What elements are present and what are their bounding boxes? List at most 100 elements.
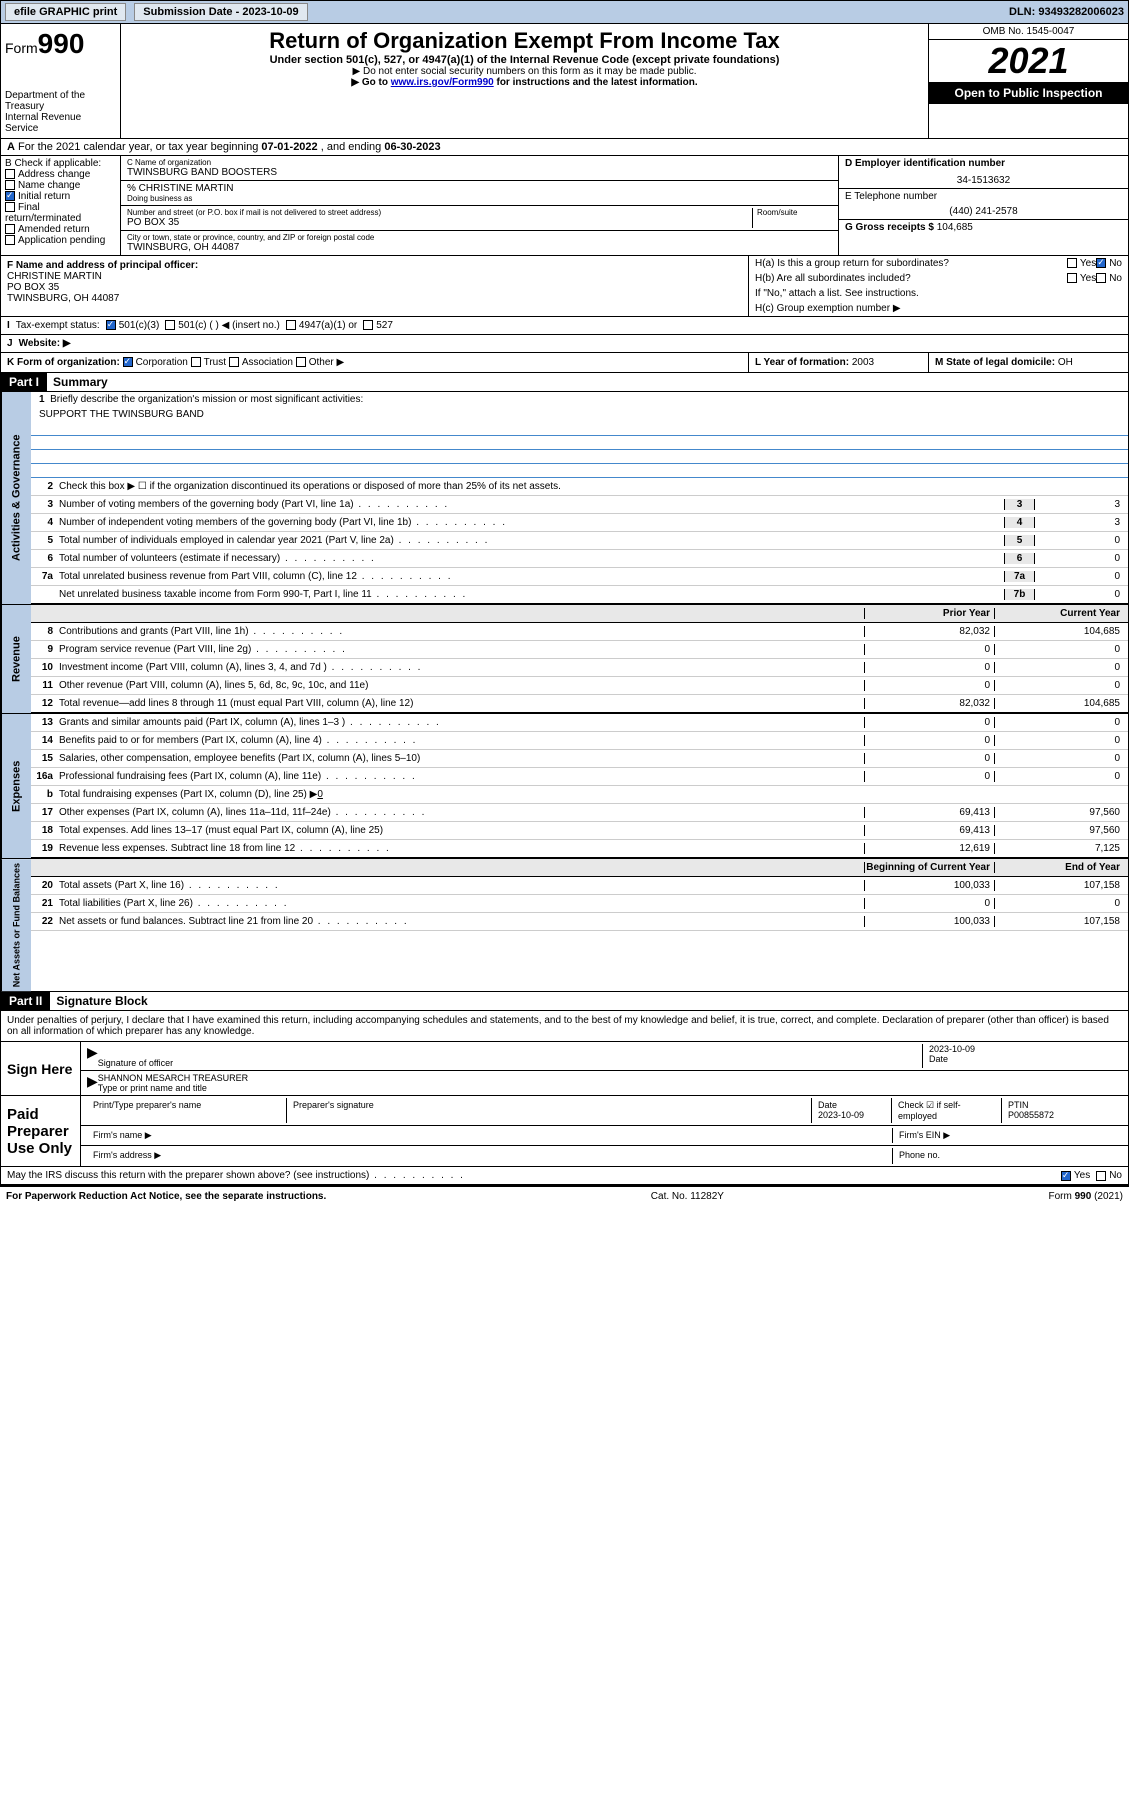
street-addr: PO BOX 35 (127, 217, 752, 228)
l14-curr: 0 (994, 735, 1124, 746)
hb-no[interactable]: No (1096, 273, 1122, 284)
hb-yes[interactable]: Yes (1067, 273, 1096, 284)
officer-name: CHRISTINE MARTIN (7, 271, 742, 282)
row-fh: F Name and address of principal officer:… (0, 256, 1129, 317)
prep-date-hdr: Date (818, 1100, 837, 1110)
irs-link[interactable]: www.irs.gov/Form990 (391, 77, 494, 88)
phone-label: E Telephone number (845, 191, 1122, 202)
l17-curr: 97,560 (994, 807, 1124, 818)
gross-label: G Gross receipts $ (845, 222, 937, 233)
l16a-curr: 0 (994, 771, 1124, 782)
sign-here-label: Sign Here (1, 1042, 81, 1095)
l8-prior: 82,032 (864, 626, 994, 637)
paid-preparer-label: Paid Preparer Use Only (1, 1096, 81, 1166)
form-header: Form990 Department of the Treasury Inter… (0, 24, 1129, 139)
section-bcd: B Check if applicable: Address change Na… (0, 156, 1129, 256)
submission-date-button[interactable]: Submission Date - 2023-10-09 (134, 3, 307, 21)
l22-prior: 100,033 (864, 916, 994, 927)
ha-label: H(a) Is this a group return for subordin… (755, 258, 1067, 269)
preparer-name-hdr: Print/Type preparer's name (87, 1098, 287, 1123)
row-i-tax-status: ITax-exempt status: 501(c)(3) 501(c) ( )… (0, 317, 1129, 335)
chk-pending[interactable]: Application pending (5, 235, 116, 246)
self-employed[interactable]: Check ☑ if self-employed (892, 1098, 1002, 1123)
ein-label: D Employer identification number (845, 158, 1005, 169)
officer-name-title: SHANNON MESARCH TREASURER (98, 1073, 1122, 1083)
chk-4947[interactable]: 4947(a)(1) or (286, 320, 357, 331)
vlabel-ag: Activities & Governance (1, 392, 31, 604)
l19-curr: 7,125 (994, 843, 1124, 854)
l3-val: 3 (1034, 499, 1124, 510)
end-hdr: End of Year (994, 862, 1124, 873)
may-discuss-row: May the IRS discuss this return with the… (0, 1167, 1129, 1186)
l15-text: Salaries, other compensation, employee b… (59, 753, 864, 764)
l7b-text: Net unrelated business taxable income fr… (59, 589, 1004, 600)
ha-no[interactable]: No (1096, 258, 1122, 269)
chk-501c[interactable]: 501(c) ( ) ◀ (insert no.) (165, 320, 280, 331)
firm-ein-label: Firm's EIN ▶ (892, 1128, 1122, 1143)
chk-name[interactable]: Name change (5, 180, 116, 191)
l16a-text: Professional fundraising fees (Part IX, … (59, 771, 864, 782)
care-of: % CHRISTINE MARTIN (127, 183, 832, 194)
ein-value: 34-1513632 (845, 169, 1122, 186)
chk-corp[interactable]: Corporation (123, 357, 188, 368)
l15-curr: 0 (994, 753, 1124, 764)
l21-prior: 0 (864, 898, 994, 909)
officer-city: TWINSBURG, OH 44087 (7, 293, 742, 304)
chk-trust[interactable]: Trust (191, 357, 226, 368)
revenue-section: Revenue Prior YearCurrent Year 8Contribu… (0, 605, 1129, 714)
chk-final[interactable]: Final return/terminated (5, 202, 116, 224)
l13-curr: 0 (994, 717, 1124, 728)
phone-no-label: Phone no. (892, 1148, 1122, 1164)
room-label: Room/suite (752, 208, 832, 228)
vlabel-rev: Revenue (1, 605, 31, 713)
omb-number: OMB No. 1545-0047 (929, 24, 1128, 40)
chk-527[interactable]: 527 (363, 320, 393, 331)
mission-text: SUPPORT THE TWINSBURG BAND (31, 407, 1128, 422)
hb-label: H(b) Are all subordinates included? (755, 273, 1067, 284)
l11-prior: 0 (864, 680, 994, 691)
may-no[interactable]: No (1096, 1170, 1122, 1181)
l8-curr: 104,685 (994, 626, 1124, 637)
l1-text: Briefly describe the organization's miss… (50, 394, 363, 405)
l12-prior: 82,032 (864, 698, 994, 709)
ha-yes[interactable]: Yes (1067, 258, 1096, 269)
preparer-sig-hdr: Preparer's signature (287, 1098, 812, 1123)
l8-text: Contributions and grants (Part VIII, lin… (59, 626, 864, 637)
begin-hdr: Beginning of Current Year (864, 862, 994, 873)
col-c-org: C Name of organizationTWINSBURG BAND BOO… (121, 156, 838, 255)
efile-print-button[interactable]: efile GRAPHIC print (5, 3, 126, 21)
col-b-checkboxes: B Check if applicable: Address change Na… (1, 156, 121, 255)
gross-value: 104,685 (937, 222, 973, 233)
c-label: C Name of organization (127, 158, 832, 167)
l4-text: Number of independent voting members of … (59, 517, 1004, 528)
l7b-val: 0 (1034, 589, 1124, 600)
chk-501c3[interactable]: 501(c)(3) (106, 320, 160, 331)
may-discuss-text: May the IRS discuss this return with the… (7, 1170, 1055, 1181)
l9-prior: 0 (864, 644, 994, 655)
l16a-prior: 0 (864, 771, 994, 782)
l21-text: Total liabilities (Part X, line 26) (59, 898, 864, 909)
firm-addr-label: Firm's address ▶ (87, 1148, 892, 1164)
row-k-form-org: K Form of organization: Corporation Trus… (0, 353, 1129, 373)
prep-date-val: 2023-10-09 (818, 1110, 864, 1120)
l14-text: Benefits paid to or for members (Part IX… (59, 735, 864, 746)
hc-label: H(c) Group exemption number ▶ (749, 301, 1128, 316)
officer-addr: PO BOX 35 (7, 282, 742, 293)
l7a-text: Total unrelated business revenue from Pa… (59, 571, 1004, 582)
dba-label: Doing business as (127, 194, 832, 203)
declaration-text: Under penalties of perjury, I declare th… (0, 1011, 1129, 1042)
chk-address[interactable]: Address change (5, 169, 116, 180)
irs-label: Internal Revenue Service (5, 112, 116, 134)
chk-amended[interactable]: Amended return (5, 224, 116, 235)
l9-curr: 0 (994, 644, 1124, 655)
l16b-text: Total fundraising expenses (Part IX, col… (59, 789, 864, 800)
instr-ssn: ▶ Do not enter social security numbers o… (125, 66, 924, 77)
hb-note: If "No," attach a list. See instructions… (749, 286, 1128, 301)
chk-assoc[interactable]: Association (229, 357, 293, 368)
may-yes[interactable]: Yes (1061, 1170, 1090, 1181)
l7a-val: 0 (1034, 571, 1124, 582)
chk-initial[interactable]: Initial return (5, 191, 116, 202)
dln-label: DLN: 93493282006023 (1009, 6, 1124, 18)
chk-other[interactable]: Other ▶ (296, 357, 344, 368)
l17-text: Other expenses (Part IX, column (A), lin… (59, 807, 864, 818)
